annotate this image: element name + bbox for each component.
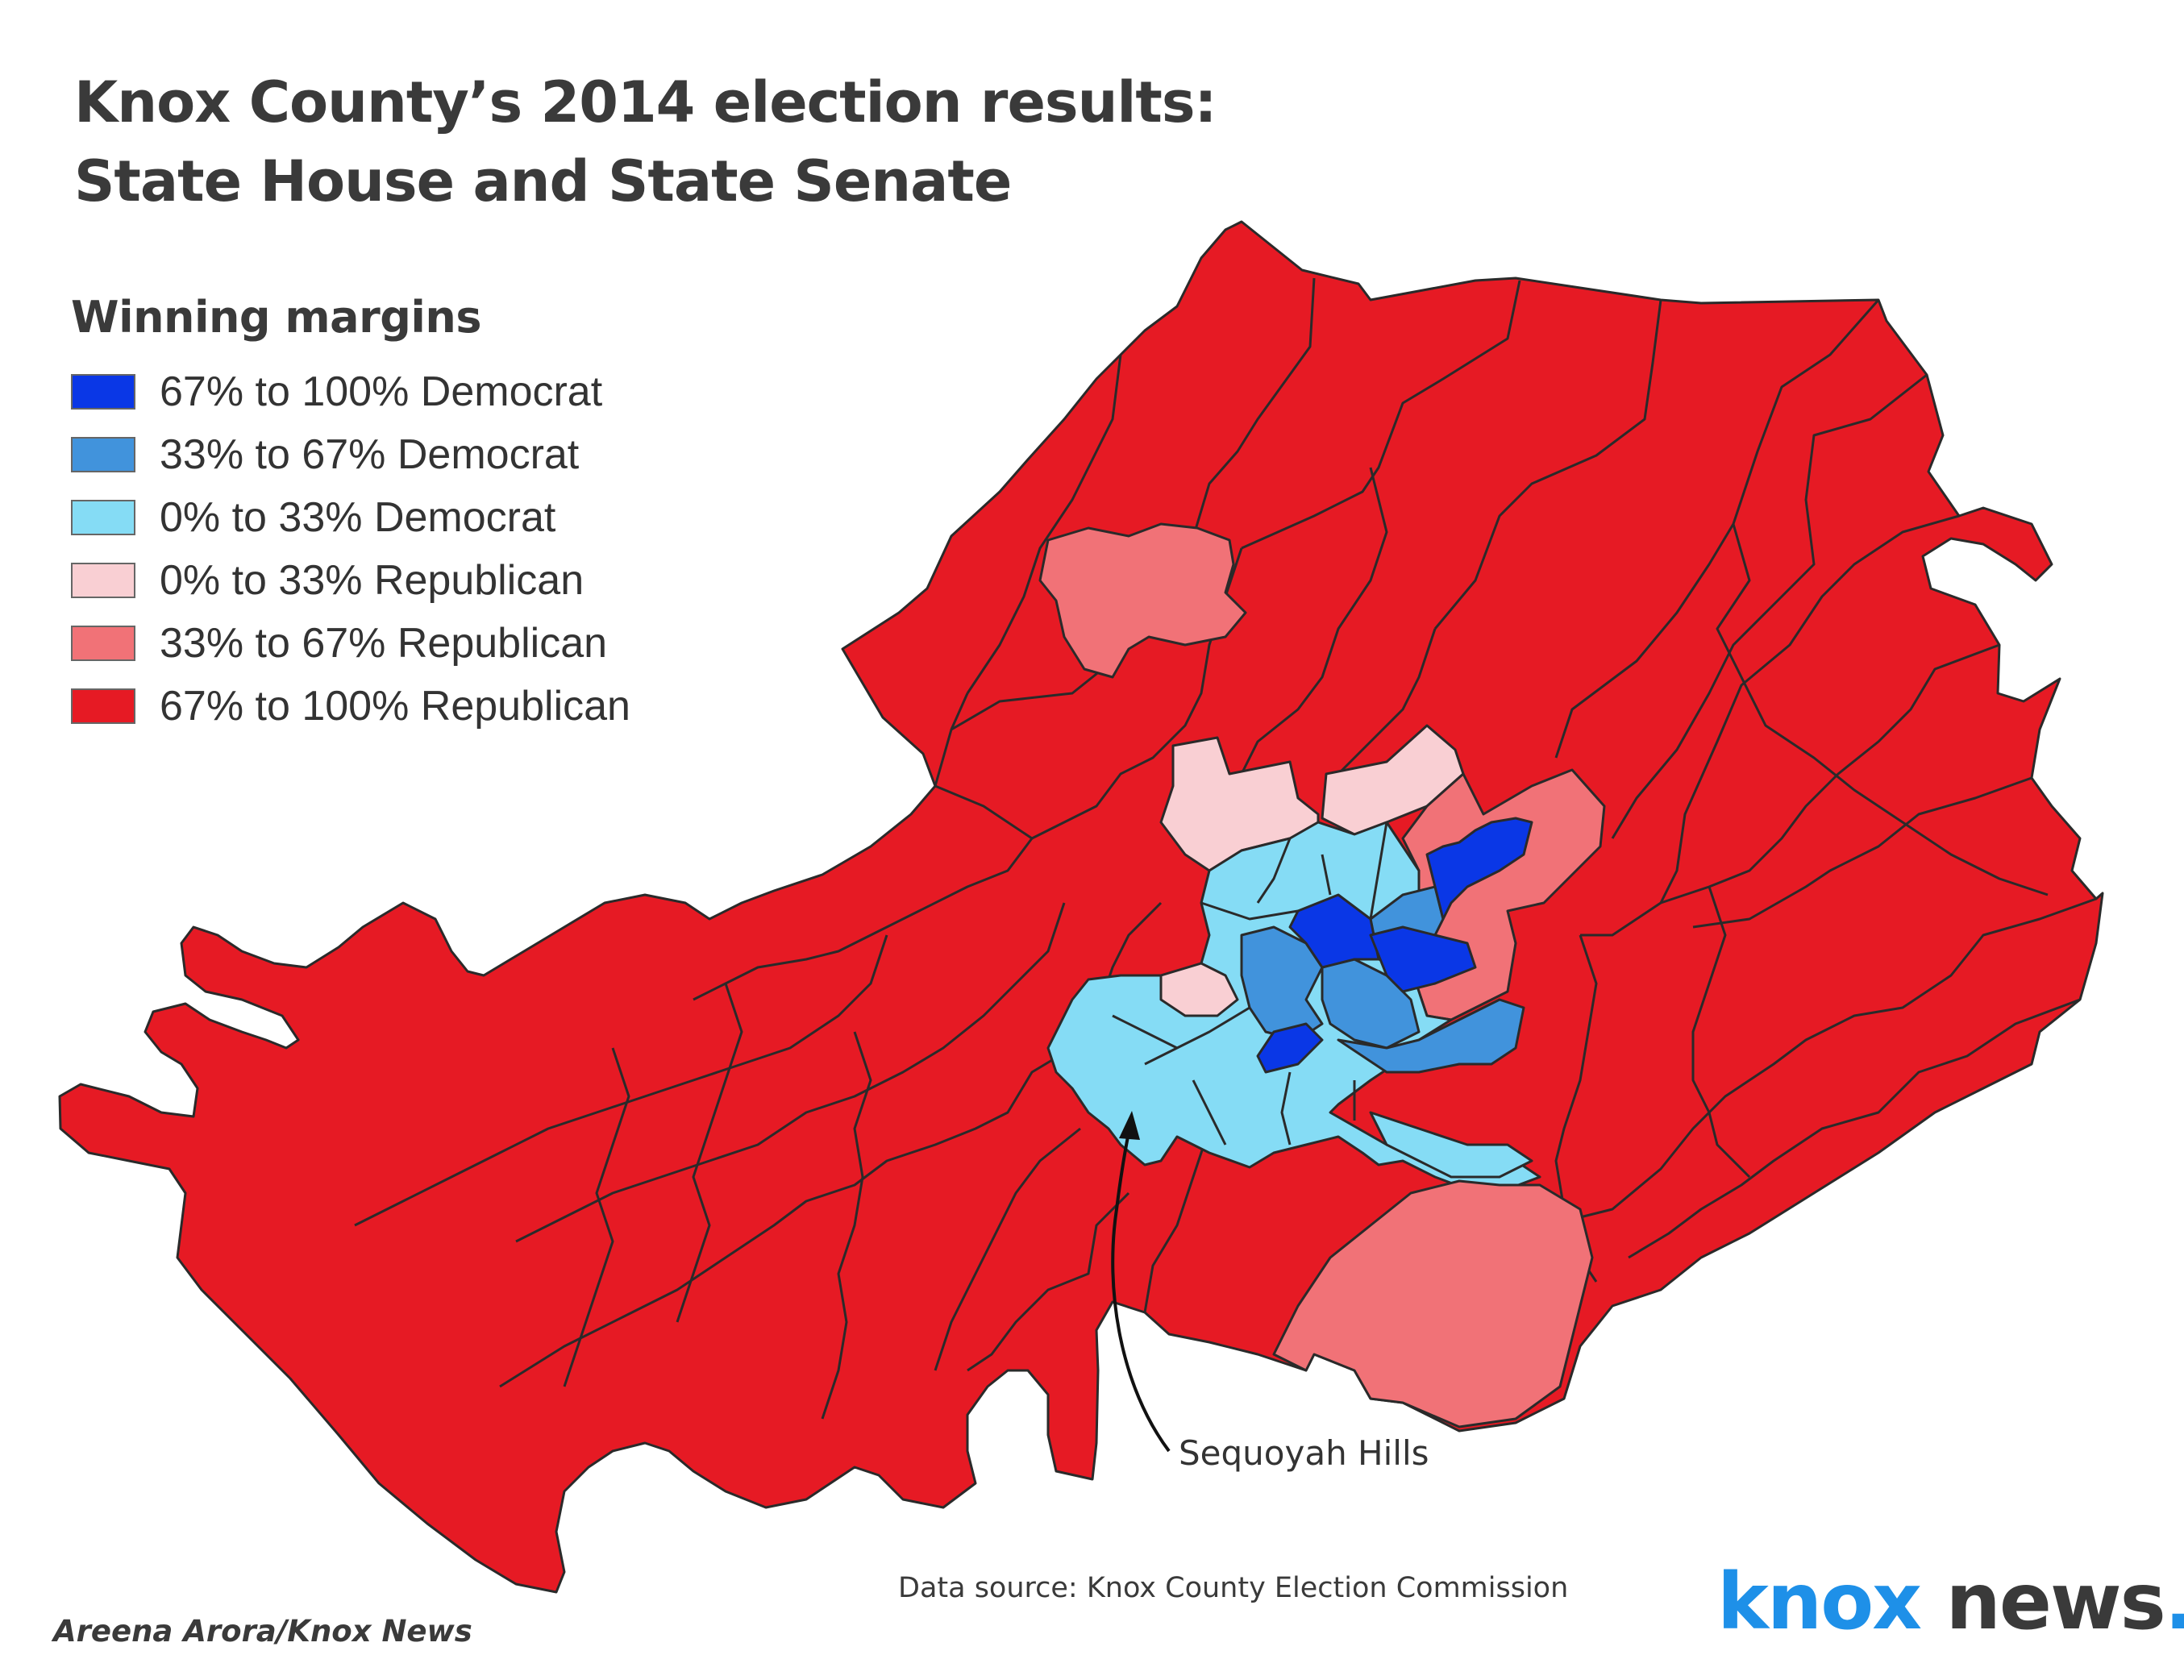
legend-item: 33% to 67% Republican xyxy=(71,612,630,675)
precinct-67-100-dem-d xyxy=(1256,1022,1324,1074)
precinct-33-67-dem-b xyxy=(1321,958,1421,1050)
page-title: Knox County’s 2014 election results: Sta… xyxy=(74,63,1217,221)
legend-swatch xyxy=(71,500,135,535)
precinct-33-67-dem-d xyxy=(1337,998,1525,1074)
precinct-33-67-dem-a xyxy=(1240,925,1324,1042)
legend-swatch xyxy=(71,563,135,598)
legend-item: 67% to 100% Republican xyxy=(71,675,630,738)
legend-label: 67% to 100% Democrat xyxy=(160,368,603,415)
legend-swatch xyxy=(71,437,135,472)
legend-label: 33% to 67% Democrat xyxy=(160,431,580,478)
legend-label: 0% to 33% Republican xyxy=(160,557,584,604)
data-source: Data source: Knox County Election Commis… xyxy=(898,1572,1569,1604)
title-line-2: State House and State Senate xyxy=(74,148,1012,214)
legend-label: 33% to 67% Republican xyxy=(160,620,608,667)
precinct-0-33-dem-south xyxy=(1369,1111,1533,1179)
logo-knox: knox xyxy=(1717,1557,1922,1647)
logo-dot: . xyxy=(2165,1557,2184,1647)
title-line-1: Knox County’s 2014 election results: xyxy=(74,69,1217,135)
precinct-lines xyxy=(354,277,2097,1420)
legend-item: 0% to 33% Democrat xyxy=(71,486,630,549)
precinct-33-67-rep-south xyxy=(1272,1179,1594,1428)
annotation-arrow xyxy=(1111,1132,1171,1453)
precinct-33-67-rep-north xyxy=(1038,522,1247,679)
legend-swatch xyxy=(71,688,135,724)
precinct-67-100-dem-a xyxy=(1288,893,1380,969)
legend-item: 0% to 33% Republican xyxy=(71,549,630,612)
legend-title: Winning margins xyxy=(71,292,481,343)
legend-swatch xyxy=(71,626,135,661)
legend-label: 67% to 100% Republican xyxy=(160,683,630,730)
author-credit: Areena Arora/Knox News xyxy=(53,1614,472,1649)
county-outline xyxy=(58,220,2104,1594)
arrow-head-icon xyxy=(1119,1111,1140,1140)
logo-news: news xyxy=(1945,1557,2165,1647)
legend-item: 33% to 67% Democrat xyxy=(71,423,630,486)
annotation-sequoyah-hills: Sequoyah Hills xyxy=(1179,1433,1429,1473)
central-precinct-lines xyxy=(1112,821,1388,1146)
legend-label: 0% to 33% Democrat xyxy=(160,494,556,541)
knox-news-logo: knox news. xyxy=(1717,1557,2184,1646)
legend: Winning margins 67% to 100% Democrat 33%… xyxy=(71,292,630,738)
precinct-0-33-rep-west xyxy=(1159,962,1239,1017)
legend-swatch xyxy=(71,374,135,410)
precinct-67-100-dem-b xyxy=(1425,817,1533,921)
precinct-67-100-dem-c xyxy=(1369,925,1477,993)
legend-item: 67% to 100% Democrat xyxy=(71,360,630,423)
